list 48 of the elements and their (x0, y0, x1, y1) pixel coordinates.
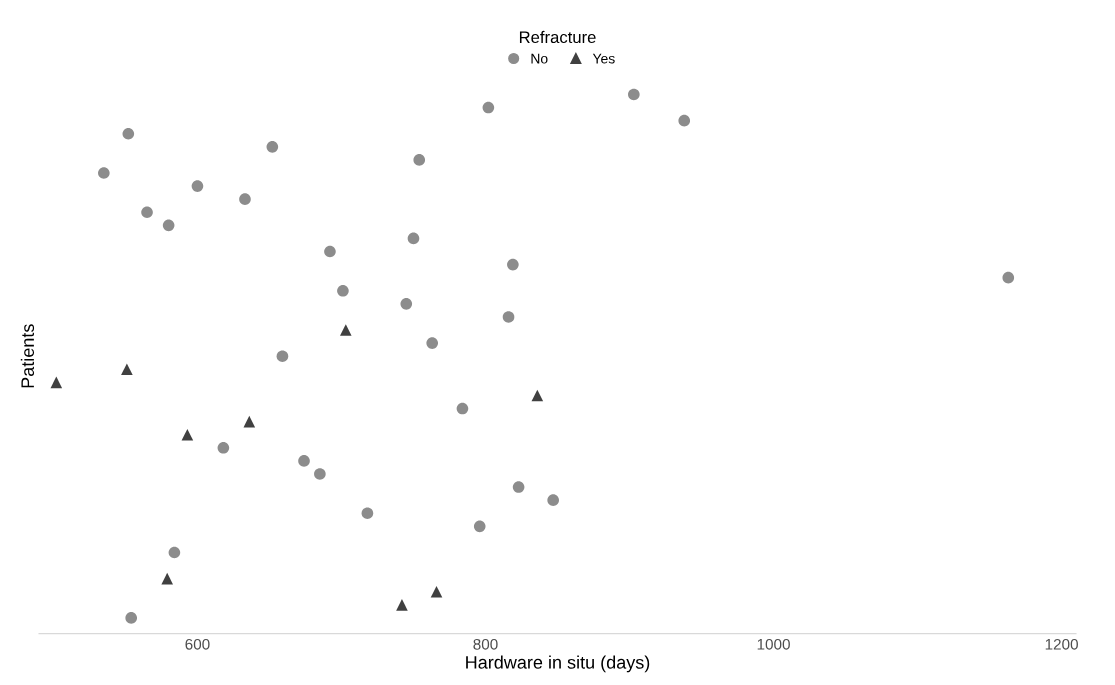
point (407, 232, 420, 245)
point (400, 298, 413, 310)
point (266, 141, 279, 153)
x-axis-title: Hardware in situ (days) (466, 655, 650, 673)
point (482, 101, 495, 114)
point (628, 88, 640, 101)
point (426, 337, 439, 349)
point (239, 193, 251, 205)
point (396, 599, 408, 611)
point (324, 245, 336, 258)
legend-label: No (531, 53, 548, 64)
point (430, 585, 443, 598)
point (161, 572, 174, 585)
point (512, 481, 525, 493)
point (243, 415, 256, 428)
point (456, 402, 469, 415)
x-tick-label: 600 (185, 638, 210, 650)
point (337, 284, 349, 297)
point (1002, 271, 1015, 284)
point (217, 441, 230, 454)
point (678, 114, 691, 127)
point (181, 428, 194, 441)
legend-label: Yes (592, 53, 615, 64)
point (413, 154, 426, 166)
point (121, 363, 133, 376)
point (361, 507, 374, 520)
point (502, 311, 515, 323)
point (473, 520, 486, 533)
point (276, 350, 289, 363)
point (191, 180, 204, 192)
point (162, 219, 175, 232)
legend-title: Refracture (519, 30, 596, 44)
point (339, 324, 352, 336)
x-tick-label: 1200 (1045, 638, 1078, 650)
point (141, 206, 153, 219)
point (507, 258, 519, 271)
y-axis-title: Patients (20, 324, 35, 388)
point (168, 546, 181, 559)
point (125, 612, 138, 624)
point (298, 455, 310, 467)
point (547, 494, 559, 506)
point (531, 389, 544, 402)
point (98, 167, 110, 179)
point (314, 468, 326, 480)
point (122, 127, 135, 140)
x-tick-label: 1000 (757, 638, 790, 650)
x-tick-label: 800 (473, 638, 498, 650)
point (50, 376, 63, 389)
